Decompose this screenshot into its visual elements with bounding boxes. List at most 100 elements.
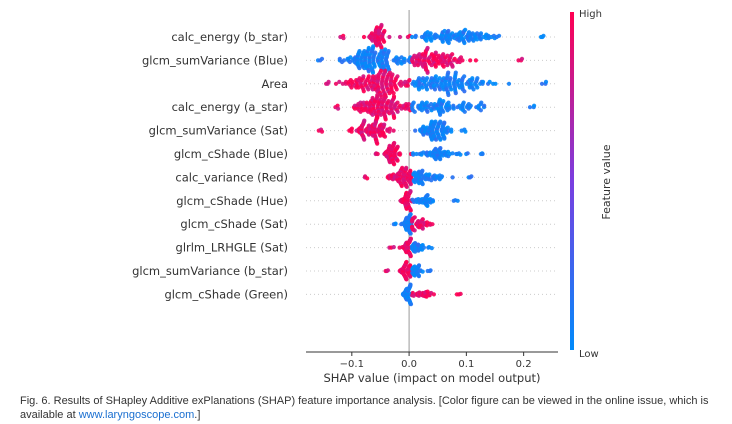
shap-beeswarm-plot: calc_energy (b_star) glcm_sumVariance (Bl… bbox=[132, 9, 613, 385]
shap-point bbox=[429, 38, 434, 43]
shap-point bbox=[399, 183, 404, 189]
shap-point bbox=[378, 133, 383, 138]
shap-point bbox=[450, 64, 455, 69]
shap-point bbox=[425, 203, 430, 208]
shap-point bbox=[445, 63, 450, 68]
shap-point bbox=[442, 120, 447, 125]
shap-point bbox=[333, 81, 339, 86]
shap-point bbox=[420, 182, 425, 187]
shap-point bbox=[416, 274, 421, 279]
shap-point bbox=[385, 268, 390, 273]
shap-point bbox=[366, 87, 371, 92]
shap-point bbox=[420, 269, 425, 274]
shap-point bbox=[394, 87, 399, 92]
shap-point bbox=[446, 28, 451, 34]
shap-point bbox=[357, 66, 362, 71]
shap-point bbox=[340, 81, 345, 86]
shap-point bbox=[430, 199, 436, 204]
shap-point bbox=[480, 151, 485, 157]
shap-point bbox=[421, 245, 426, 250]
shap-point bbox=[440, 39, 445, 44]
feature-label: calc_energy (a_star) bbox=[172, 100, 288, 114]
shap-point bbox=[420, 168, 425, 173]
shap-point bbox=[416, 263, 422, 268]
shap-point bbox=[441, 64, 446, 69]
shap-point bbox=[382, 39, 387, 44]
shap-point bbox=[455, 198, 460, 203]
shap-point bbox=[387, 126, 392, 131]
shap-point bbox=[428, 31, 433, 36]
shap-point bbox=[382, 122, 387, 127]
shap-point bbox=[449, 129, 454, 134]
shap-point bbox=[438, 137, 443, 142]
shap-point bbox=[447, 106, 452, 111]
shap-point bbox=[469, 174, 474, 179]
shap-point bbox=[436, 53, 441, 58]
shap-point bbox=[543, 79, 549, 84]
shap-point bbox=[478, 37, 483, 42]
shap-point bbox=[463, 27, 468, 32]
feature-label: calc_variance (Red) bbox=[175, 170, 288, 184]
shap-point bbox=[462, 74, 467, 79]
shap-point bbox=[429, 102, 434, 107]
shap-point bbox=[408, 168, 413, 173]
shap-point bbox=[468, 103, 473, 108]
shap-point bbox=[433, 64, 438, 69]
shap-point bbox=[446, 70, 451, 75]
shap-point bbox=[437, 97, 443, 102]
shap-point bbox=[414, 151, 419, 157]
shap-point bbox=[434, 33, 440, 38]
shap-point bbox=[382, 134, 388, 139]
shap-point bbox=[541, 33, 546, 38]
shap-point bbox=[527, 105, 533, 110]
shap-point bbox=[366, 74, 371, 79]
caption-link[interactable]: www.laryngoscope.com bbox=[78, 409, 195, 421]
shap-point bbox=[421, 76, 426, 81]
shap-point bbox=[462, 109, 467, 114]
shap-point bbox=[349, 85, 354, 90]
shap-point bbox=[392, 140, 397, 146]
shap-point bbox=[478, 31, 484, 36]
shap-point bbox=[458, 291, 463, 296]
feature-label: glcm_sumVariance (Sat) bbox=[149, 124, 288, 138]
feature-label: glcm_sumVariance (Blue) bbox=[142, 53, 288, 67]
shap-point bbox=[432, 87, 438, 92]
shap-point bbox=[362, 118, 367, 123]
shap-point bbox=[395, 100, 400, 105]
feature-label: glcm_cShade (Green) bbox=[164, 287, 288, 301]
shap-point bbox=[349, 126, 354, 131]
shap-point bbox=[404, 259, 409, 265]
shap-point bbox=[404, 277, 409, 282]
shap-point bbox=[453, 70, 458, 75]
shap-point bbox=[470, 76, 475, 81]
shap-point bbox=[365, 176, 370, 181]
shap-point bbox=[357, 49, 362, 54]
feature-label: glcm_cShade (Hue) bbox=[176, 194, 288, 208]
shap-point bbox=[395, 144, 400, 149]
shap-point bbox=[479, 100, 484, 105]
shap-point bbox=[393, 221, 398, 226]
shap-point bbox=[392, 115, 397, 120]
shap-point bbox=[487, 79, 492, 84]
colorbar-title: Feature value bbox=[600, 144, 613, 219]
shap-point bbox=[336, 106, 341, 111]
shap-point bbox=[425, 45, 430, 51]
shap-point bbox=[387, 34, 392, 40]
shap-point bbox=[373, 50, 378, 55]
shap-point bbox=[441, 109, 446, 114]
shap-point bbox=[451, 106, 456, 111]
shap-point bbox=[452, 56, 457, 61]
shap-point bbox=[539, 81, 545, 86]
shap-point bbox=[461, 100, 466, 105]
shap-point bbox=[391, 128, 396, 133]
shap-point bbox=[437, 87, 443, 92]
feature-label: glcm_cShade (Blue) bbox=[174, 147, 288, 161]
shap-point bbox=[506, 81, 512, 86]
shap-point bbox=[416, 76, 422, 81]
shap-point bbox=[446, 40, 451, 46]
shap-point bbox=[319, 56, 325, 61]
shap-point bbox=[362, 137, 367, 142]
shap-point bbox=[378, 112, 383, 117]
shap-point bbox=[433, 50, 438, 55]
